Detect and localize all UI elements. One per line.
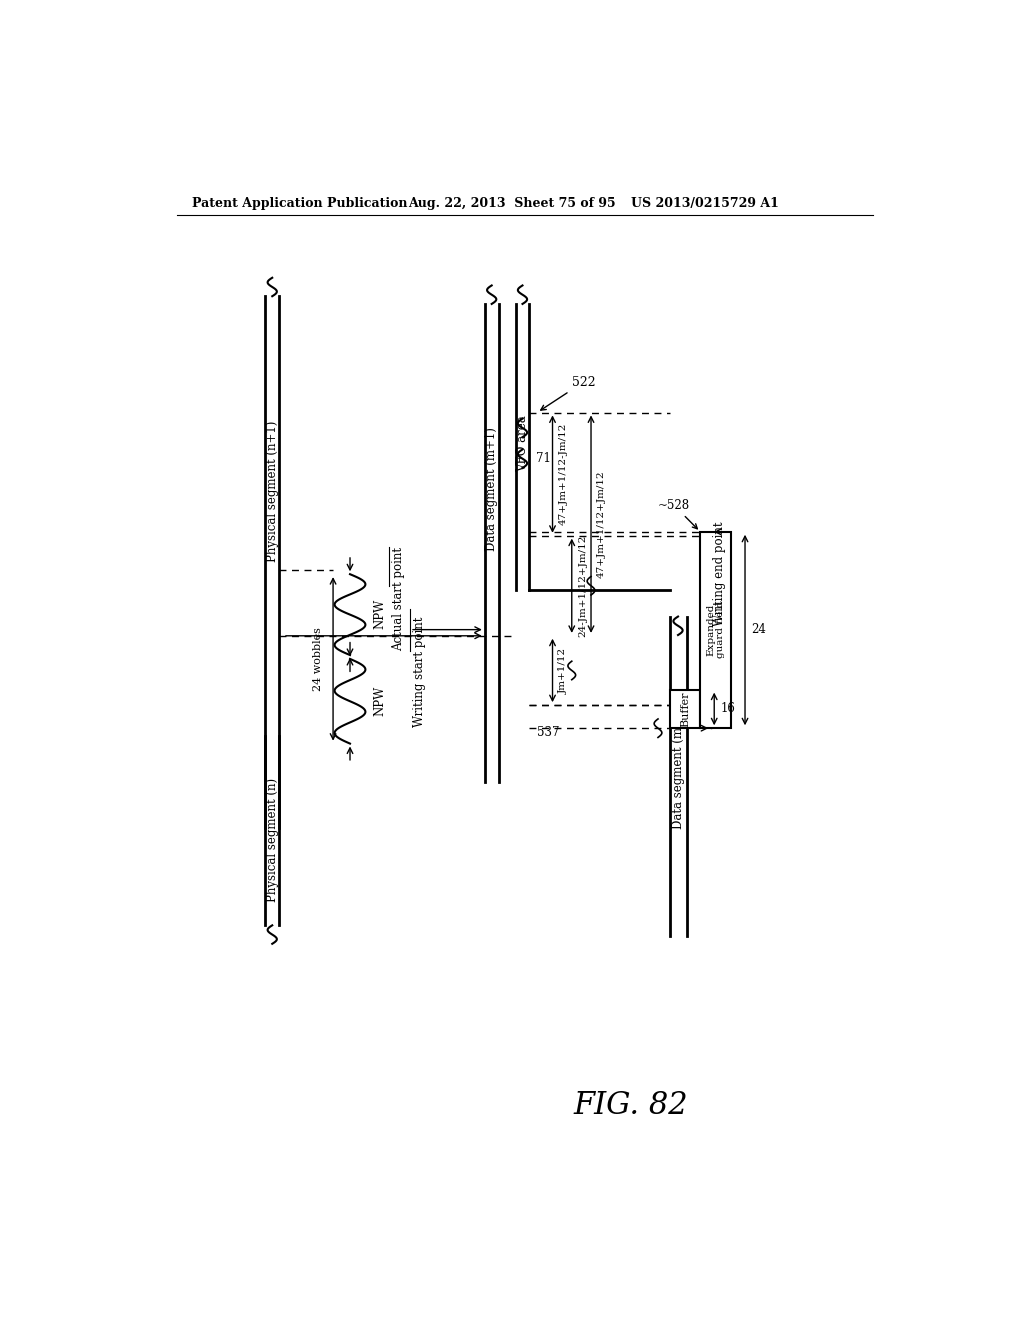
Bar — [670, 689, 700, 729]
Text: 47+Jm+1/12-Jm/12: 47+Jm+1/12-Jm/12 — [559, 422, 567, 525]
Text: Aug. 22, 2013  Sheet 75 of 95: Aug. 22, 2013 Sheet 75 of 95 — [408, 197, 615, 210]
Text: ~528: ~528 — [658, 499, 697, 529]
Text: 16: 16 — [720, 702, 735, 715]
Text: Physical segment (n+1): Physical segment (n+1) — [266, 420, 279, 562]
Text: 522: 522 — [541, 376, 595, 411]
Text: Writing end point: Writing end point — [714, 521, 726, 627]
Text: 24: 24 — [752, 623, 766, 636]
Text: Writing start point: Writing start point — [413, 616, 426, 727]
Text: 24 wobbles: 24 wobbles — [313, 627, 323, 690]
Text: 24-Jm+1/12+Jm/12: 24-Jm+1/12+Jm/12 — [578, 535, 587, 638]
Bar — [700, 532, 731, 729]
Text: Patent Application Publication: Patent Application Publication — [193, 197, 408, 210]
Text: Data segment (m): Data segment (m) — [672, 722, 684, 829]
Text: Expanded
guard field: Expanded guard field — [707, 601, 725, 659]
Text: Actual start point: Actual start point — [392, 548, 406, 651]
Text: NPW: NPW — [373, 599, 386, 630]
Text: FIG. 82: FIG. 82 — [573, 1090, 688, 1121]
Text: Jm+1/12: Jm+1/12 — [559, 647, 567, 693]
Text: 537: 537 — [538, 726, 560, 739]
Text: NPW: NPW — [373, 686, 386, 717]
Text: 47+Jm+1/12+Jm/12: 47+Jm+1/12+Jm/12 — [597, 470, 606, 578]
Text: Physical segment (n): Physical segment (n) — [266, 777, 279, 902]
Text: Buffer: Buffer — [680, 692, 690, 727]
Text: VFO area: VFO area — [516, 414, 529, 471]
Text: US 2013/0215729 A1: US 2013/0215729 A1 — [631, 197, 779, 210]
Text: 71: 71 — [536, 453, 551, 465]
Text: Data segment (m+1): Data segment (m+1) — [485, 428, 499, 552]
